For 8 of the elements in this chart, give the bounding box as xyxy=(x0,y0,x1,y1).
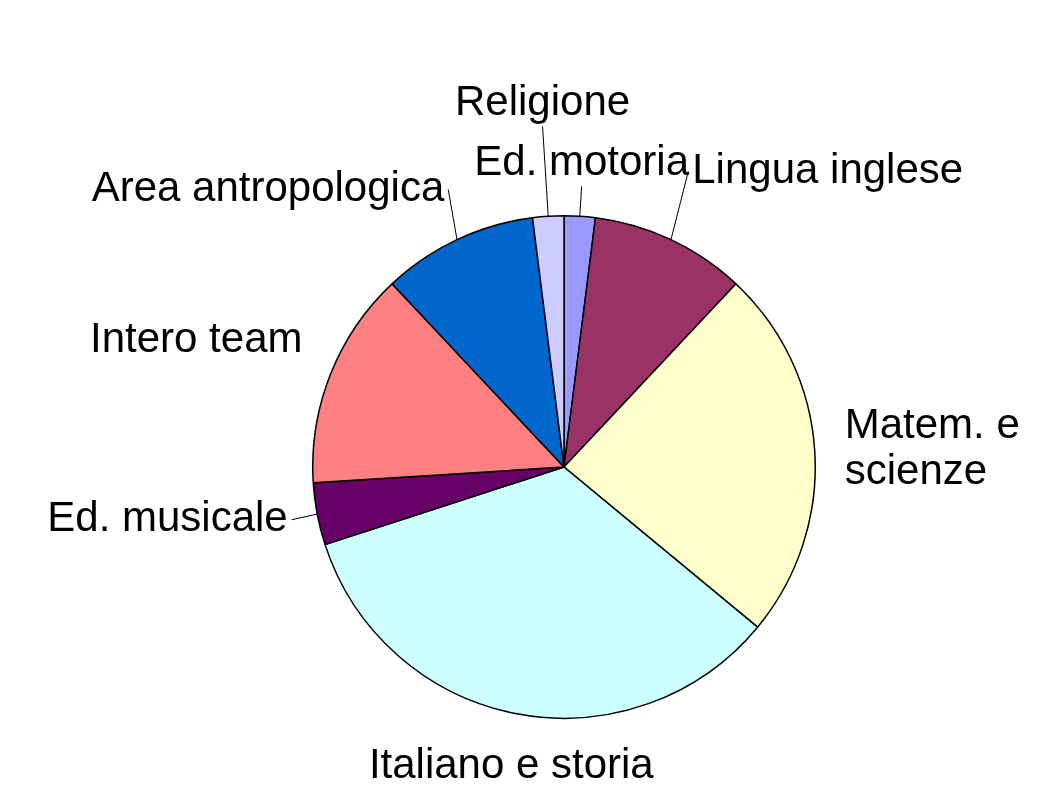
slice-label: Ed. motoria xyxy=(474,136,690,184)
slice-label: Area antropologica xyxy=(91,163,445,211)
slice-label: Matem. e scienze xyxy=(844,399,1020,493)
slice-label: Intero team xyxy=(90,314,303,362)
slice-label: Religione xyxy=(455,77,631,124)
slice-label: Italiano e storia xyxy=(368,739,655,787)
slice-label: Lingua inglese xyxy=(692,145,964,192)
slice-label: Ed. musicale xyxy=(47,493,288,541)
